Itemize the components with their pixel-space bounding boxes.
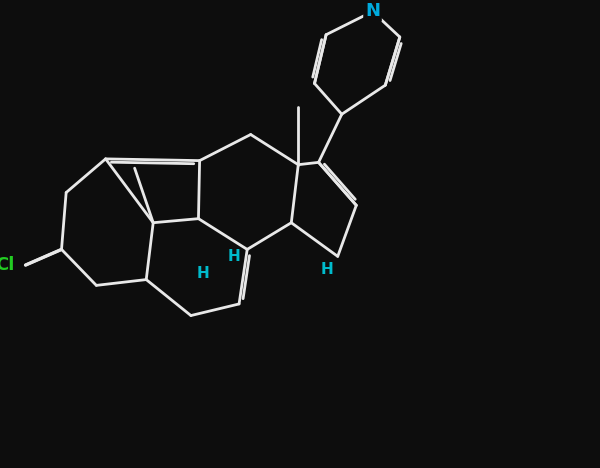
Text: H: H (196, 266, 209, 281)
Text: H: H (321, 262, 334, 277)
Text: Cl: Cl (0, 256, 15, 274)
Text: N: N (365, 2, 380, 21)
Text: H: H (228, 249, 241, 264)
